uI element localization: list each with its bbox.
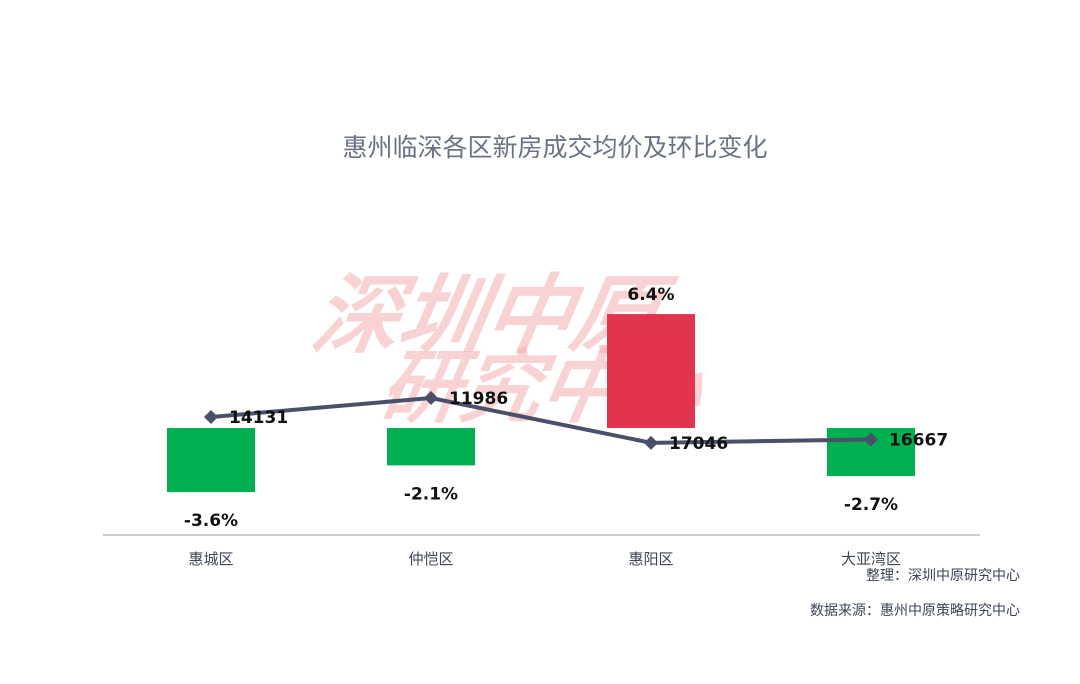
change-bar-0 xyxy=(167,428,255,493)
change-label-2: 6.4% xyxy=(627,285,674,305)
change-label-3: -2.7% xyxy=(844,495,898,515)
price-marker-2 xyxy=(644,435,658,450)
ticks-layer: 惠城区 仲恺区 惠阳区 大亚湾区 xyxy=(188,550,901,568)
price-marker-1 xyxy=(424,391,438,405)
change-label-0: -3.6% xyxy=(184,511,238,531)
chart-title: 惠州临深各区新房成交均价及环比变化 xyxy=(342,133,767,162)
category-label-3: 大亚湾区 xyxy=(841,550,901,568)
price-label-0: 14131 xyxy=(229,408,288,428)
change-label-1: -2.1% xyxy=(404,484,458,504)
compiler-note: 整理：深圳中原研究中心 xyxy=(866,568,1020,584)
source-note: 数据来源：惠州中原策略研究中心 xyxy=(810,602,1020,619)
price-line xyxy=(210,396,872,445)
labels-layer: -3.6% -2.1% 6.4% -2.7% 14131 11986 17046 16667 xyxy=(184,285,948,531)
category-label-2: 惠阳区 xyxy=(628,550,673,568)
price-marker-3 xyxy=(864,432,878,447)
price-label-2: 17046 xyxy=(669,434,728,454)
price-marker-0 xyxy=(204,410,218,424)
line-layer xyxy=(204,391,878,450)
price-label-3: 16667 xyxy=(889,430,948,450)
change-bar-2 xyxy=(607,314,695,428)
price-label-1: 11986 xyxy=(449,389,508,409)
category-label-0: 惠城区 xyxy=(188,550,233,568)
category-label-1: 仲恺区 xyxy=(408,550,453,568)
change-bar-1 xyxy=(387,428,475,466)
bars-layer xyxy=(167,314,915,493)
